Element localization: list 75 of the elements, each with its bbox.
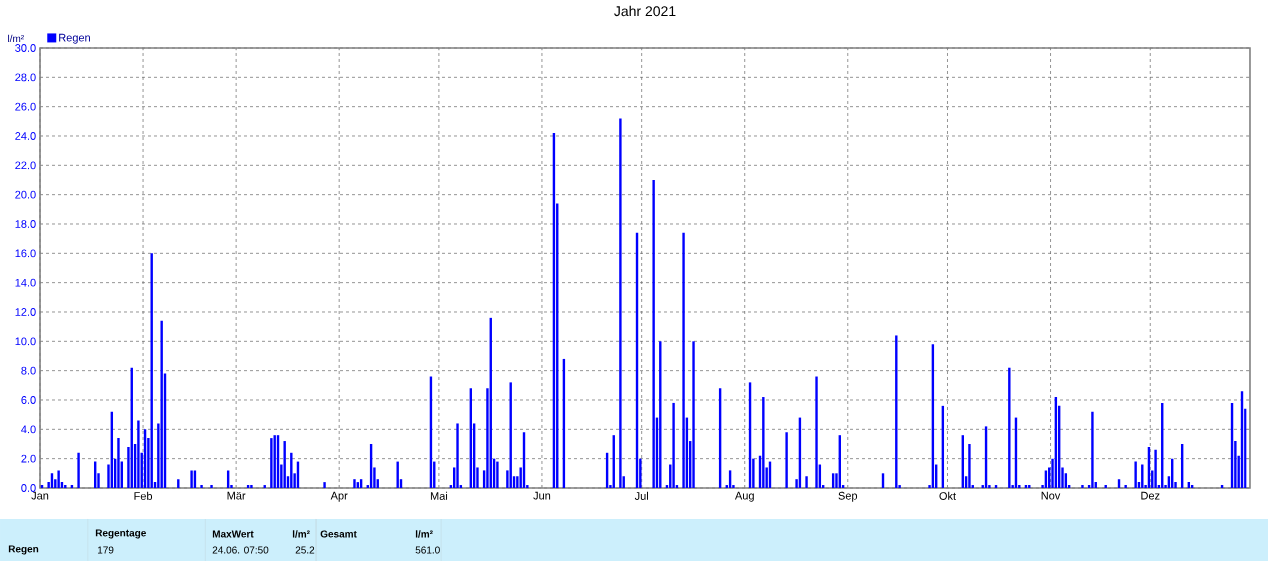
x-tick-label: Mär <box>227 491 246 500</box>
text: 179 <box>97 546 114 554</box>
y-tick-label: 10.0 <box>15 337 36 346</box>
text: l/m² <box>292 530 310 538</box>
bar <box>496 461 499 488</box>
y-tick-label: 2.0 <box>21 454 36 463</box>
y-tick-label: 24.0 <box>15 132 36 140</box>
y-tick-label: 22.0 <box>15 161 36 170</box>
text: Regen <box>8 545 39 555</box>
text: 561.0 <box>415 546 440 554</box>
y-tick-label: 26.0 <box>15 102 36 111</box>
y-tick-label: 16.0 <box>15 249 36 258</box>
bar <box>200 485 203 488</box>
y-tick-label: 12.0 <box>15 308 36 316</box>
bar <box>652 179 655 488</box>
bar <box>396 461 399 488</box>
bar <box>250 485 253 488</box>
bar <box>785 432 788 488</box>
bar <box>456 423 459 488</box>
bar <box>672 402 675 488</box>
bar <box>805 476 808 488</box>
bar <box>1008 367 1011 488</box>
x-tick-label: Apr <box>330 491 348 502</box>
x-tick-label: Dez <box>1141 491 1160 500</box>
x-tick-label: Jun <box>533 491 551 500</box>
chart-title: Jahr 2021 <box>614 5 676 17</box>
bar <box>190 470 193 488</box>
y-tick-label: 20.0 <box>15 190 36 199</box>
y-tick-label: 30.0 <box>15 44 36 52</box>
x-tick-label: Jul <box>634 491 648 500</box>
bar <box>619 118 622 488</box>
bar <box>895 335 898 488</box>
text: Regentage <box>95 529 146 539</box>
x-tick-label: Aug <box>734 491 754 502</box>
x-tick-label: Nov <box>1041 491 1061 500</box>
y-tick-label: 14.0 <box>15 278 36 287</box>
x-tick-label: Okt <box>939 491 956 500</box>
bar <box>57 470 60 488</box>
bar <box>290 452 293 488</box>
y-tick-label: 8.0 <box>21 366 36 375</box>
bar <box>1091 411 1094 488</box>
bar <box>815 376 818 488</box>
text: Gesamt <box>320 530 357 538</box>
x-tick-label: Mai <box>430 491 448 500</box>
text: MaxWert <box>212 530 254 538</box>
bar <box>117 438 120 488</box>
y-axis-title: l/m² <box>8 34 24 43</box>
x-tick-label: Feb <box>134 491 153 500</box>
y-tick-label: 6.0 <box>21 396 36 404</box>
bar <box>1154 449 1157 488</box>
y-tick-label: 28.0 <box>15 73 36 82</box>
bar <box>323 482 326 488</box>
text: 24.06. 07:50 <box>212 546 269 554</box>
bar <box>762 397 765 488</box>
bar <box>283 441 286 488</box>
x-tick-label: Sep <box>838 491 858 502</box>
legend-label: Regen <box>59 33 90 44</box>
y-tick-label: 4.0 <box>21 425 36 434</box>
bar <box>682 232 685 488</box>
bar <box>692 341 695 488</box>
bar <box>210 485 213 488</box>
text: l/m² <box>415 530 433 538</box>
bar <box>270 438 273 488</box>
bar <box>1134 461 1137 488</box>
bar <box>77 452 80 488</box>
y-tick-label: 0.0 <box>21 484 36 492</box>
bar <box>1081 485 1084 488</box>
bar <box>160 320 163 488</box>
y-tick-label: 18.0 <box>15 220 36 228</box>
bar <box>968 443 971 488</box>
bar <box>273 435 276 488</box>
x-tick-label: Jan <box>31 491 49 500</box>
text: 25.2 <box>295 546 315 554</box>
bar <box>137 420 140 488</box>
bar <box>1124 485 1127 488</box>
